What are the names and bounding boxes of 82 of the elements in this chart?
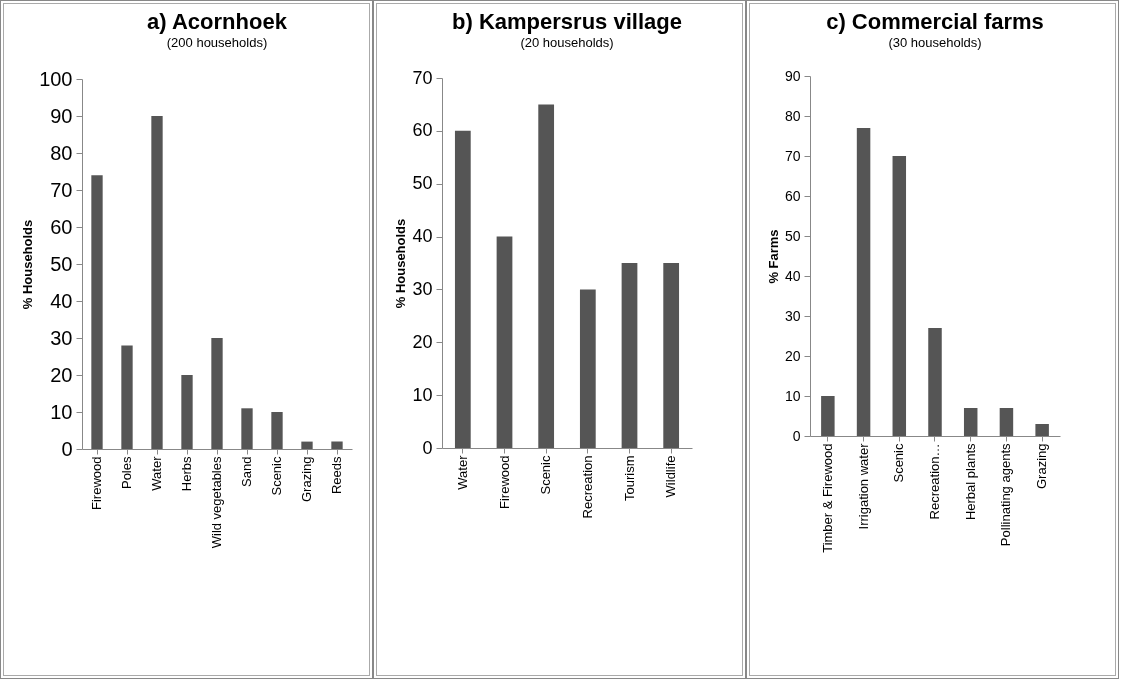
- y-tick-label: 40: [784, 267, 801, 284]
- bar: [663, 263, 680, 448]
- bar: [928, 328, 942, 436]
- x-tick-label: Reeds: [329, 456, 344, 495]
- bar: [121, 345, 133, 449]
- bar: [496, 236, 513, 448]
- x-tick-label: Recreation…: [927, 443, 942, 520]
- x-tick-label: Tourism: [621, 455, 637, 502]
- x-tick-label: Grazing: [1034, 443, 1050, 490]
- y-tick-label: 0: [61, 437, 73, 460]
- x-tick-label: Firewood: [496, 455, 512, 509]
- y-tick-label: 20: [412, 331, 433, 352]
- y-tick-label: 50: [784, 227, 801, 244]
- bar: [301, 441, 313, 449]
- bar: [821, 396, 835, 436]
- y-tick-label: 10: [50, 400, 73, 423]
- y-tick-label: 60: [50, 215, 73, 238]
- chart-title: c) Commercial farms: [826, 9, 1044, 34]
- x-tick-label: Wild vegetables: [209, 456, 224, 549]
- x-tick-label: Scenic: [891, 443, 907, 483]
- y-tick-label: 60: [784, 187, 801, 204]
- chart-subtitle: (20 households): [520, 35, 614, 50]
- bar: [963, 408, 978, 436]
- x-tick-label: Herbal plants: [962, 443, 978, 521]
- x-tick-label: Firewood: [89, 456, 104, 510]
- y-tick-label: 20: [784, 347, 801, 364]
- y-tick-label: 70: [784, 147, 801, 164]
- bar: [892, 156, 907, 436]
- bar: [579, 289, 596, 448]
- y-tick-label: 0: [792, 427, 801, 444]
- x-tick-label: Grazing: [299, 456, 314, 503]
- y-tick-label: 20: [50, 363, 73, 386]
- y-tick-label: 80: [784, 107, 801, 124]
- y-tick-label: 90: [50, 104, 73, 127]
- chart-title: b) Kampersrus village: [452, 9, 682, 34]
- chart-title: a) Acornhoek: [147, 9, 288, 34]
- bar: [621, 263, 638, 448]
- bar: [538, 104, 555, 448]
- y-axis-title: % Farms: [765, 229, 781, 284]
- y-tick-label: 30: [784, 307, 801, 324]
- y-tick-label: 30: [412, 278, 433, 299]
- y-tick-label: 30: [50, 326, 73, 349]
- bar: [151, 116, 163, 449]
- bar: [856, 128, 871, 436]
- chart-subtitle: (30 households): [888, 35, 982, 50]
- bar: [211, 338, 223, 449]
- x-tick-label: Herbs: [179, 456, 194, 492]
- x-tick-label: Wildlife: [663, 455, 679, 498]
- y-tick-label: 50: [50, 252, 73, 275]
- bar: [271, 412, 283, 449]
- y-tick-label: 10: [412, 384, 433, 405]
- y-tick-label: 40: [50, 289, 73, 312]
- y-tick-label: 70: [50, 178, 73, 201]
- y-tick-label: 70: [412, 67, 433, 88]
- x-tick-label: Scenic: [269, 456, 284, 496]
- y-tick-label: 90: [784, 67, 801, 84]
- x-tick-label: Pollinating agents: [998, 443, 1014, 547]
- bar: [241, 408, 253, 449]
- x-tick-label: Sand: [239, 456, 254, 487]
- x-tick-label: Timber & Firewood: [819, 443, 835, 553]
- y-tick-label: 0: [422, 437, 433, 458]
- x-tick-label: Poles: [119, 456, 134, 490]
- y-tick-label: 10: [784, 387, 801, 404]
- x-tick-label: Water: [454, 454, 470, 490]
- y-tick-label: 60: [412, 120, 433, 141]
- bar: [91, 175, 103, 449]
- bar: [999, 408, 1014, 436]
- y-tick-label: 50: [412, 173, 433, 194]
- x-tick-label: Irrigation water: [855, 442, 871, 530]
- y-tick-label: 80: [50, 141, 73, 164]
- bar: [331, 441, 343, 449]
- y-tick-label: 40: [412, 226, 433, 247]
- x-tick-label: Water: [149, 455, 164, 491]
- bar: [454, 130, 471, 448]
- x-tick-label: Recreation: [579, 455, 595, 519]
- x-tick-label: Scenic: [538, 455, 554, 495]
- y-tick-label: 100: [39, 67, 73, 90]
- bar: [1035, 424, 1049, 436]
- chart-subtitle: (200 households): [166, 35, 268, 50]
- bar: [181, 375, 193, 449]
- y-axis-title: % Households: [393, 218, 409, 309]
- y-axis-title: % Households: [20, 219, 36, 310]
